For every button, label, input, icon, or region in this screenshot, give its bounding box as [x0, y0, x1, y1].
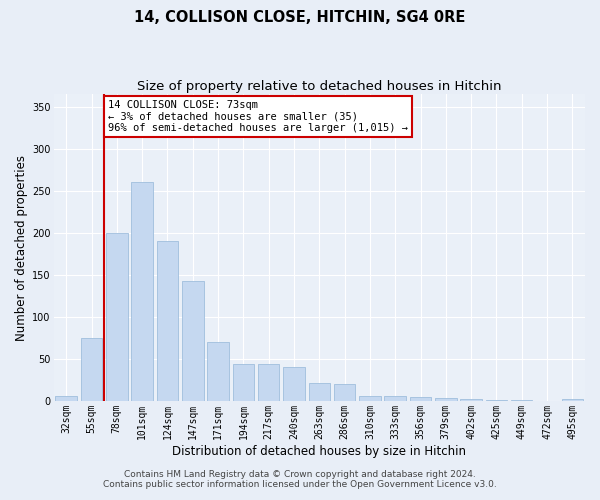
Bar: [157, 241, 178, 401]
Bar: [359, 396, 380, 401]
Bar: [283, 368, 305, 401]
Bar: [435, 398, 457, 401]
Bar: [410, 396, 431, 401]
Bar: [334, 384, 355, 401]
Bar: [233, 364, 254, 401]
Text: 14, COLLISON CLOSE, HITCHIN, SG4 0RE: 14, COLLISON CLOSE, HITCHIN, SG4 0RE: [134, 10, 466, 25]
Title: Size of property relative to detached houses in Hitchin: Size of property relative to detached ho…: [137, 80, 502, 93]
Bar: [460, 399, 482, 401]
Bar: [208, 342, 229, 401]
Bar: [55, 396, 77, 401]
Bar: [258, 364, 280, 401]
Bar: [485, 400, 507, 401]
Bar: [385, 396, 406, 401]
Text: Contains HM Land Registry data © Crown copyright and database right 2024.
Contai: Contains HM Land Registry data © Crown c…: [103, 470, 497, 489]
Text: 14 COLLISON CLOSE: 73sqm
← 3% of detached houses are smaller (35)
96% of semi-de: 14 COLLISON CLOSE: 73sqm ← 3% of detache…: [108, 100, 408, 133]
Y-axis label: Number of detached properties: Number of detached properties: [15, 154, 28, 340]
Bar: [562, 399, 583, 401]
Bar: [131, 182, 153, 401]
Bar: [182, 280, 203, 401]
Bar: [81, 338, 102, 401]
Bar: [511, 400, 532, 401]
Bar: [106, 233, 128, 401]
X-axis label: Distribution of detached houses by size in Hitchin: Distribution of detached houses by size …: [172, 444, 466, 458]
Bar: [308, 384, 330, 401]
